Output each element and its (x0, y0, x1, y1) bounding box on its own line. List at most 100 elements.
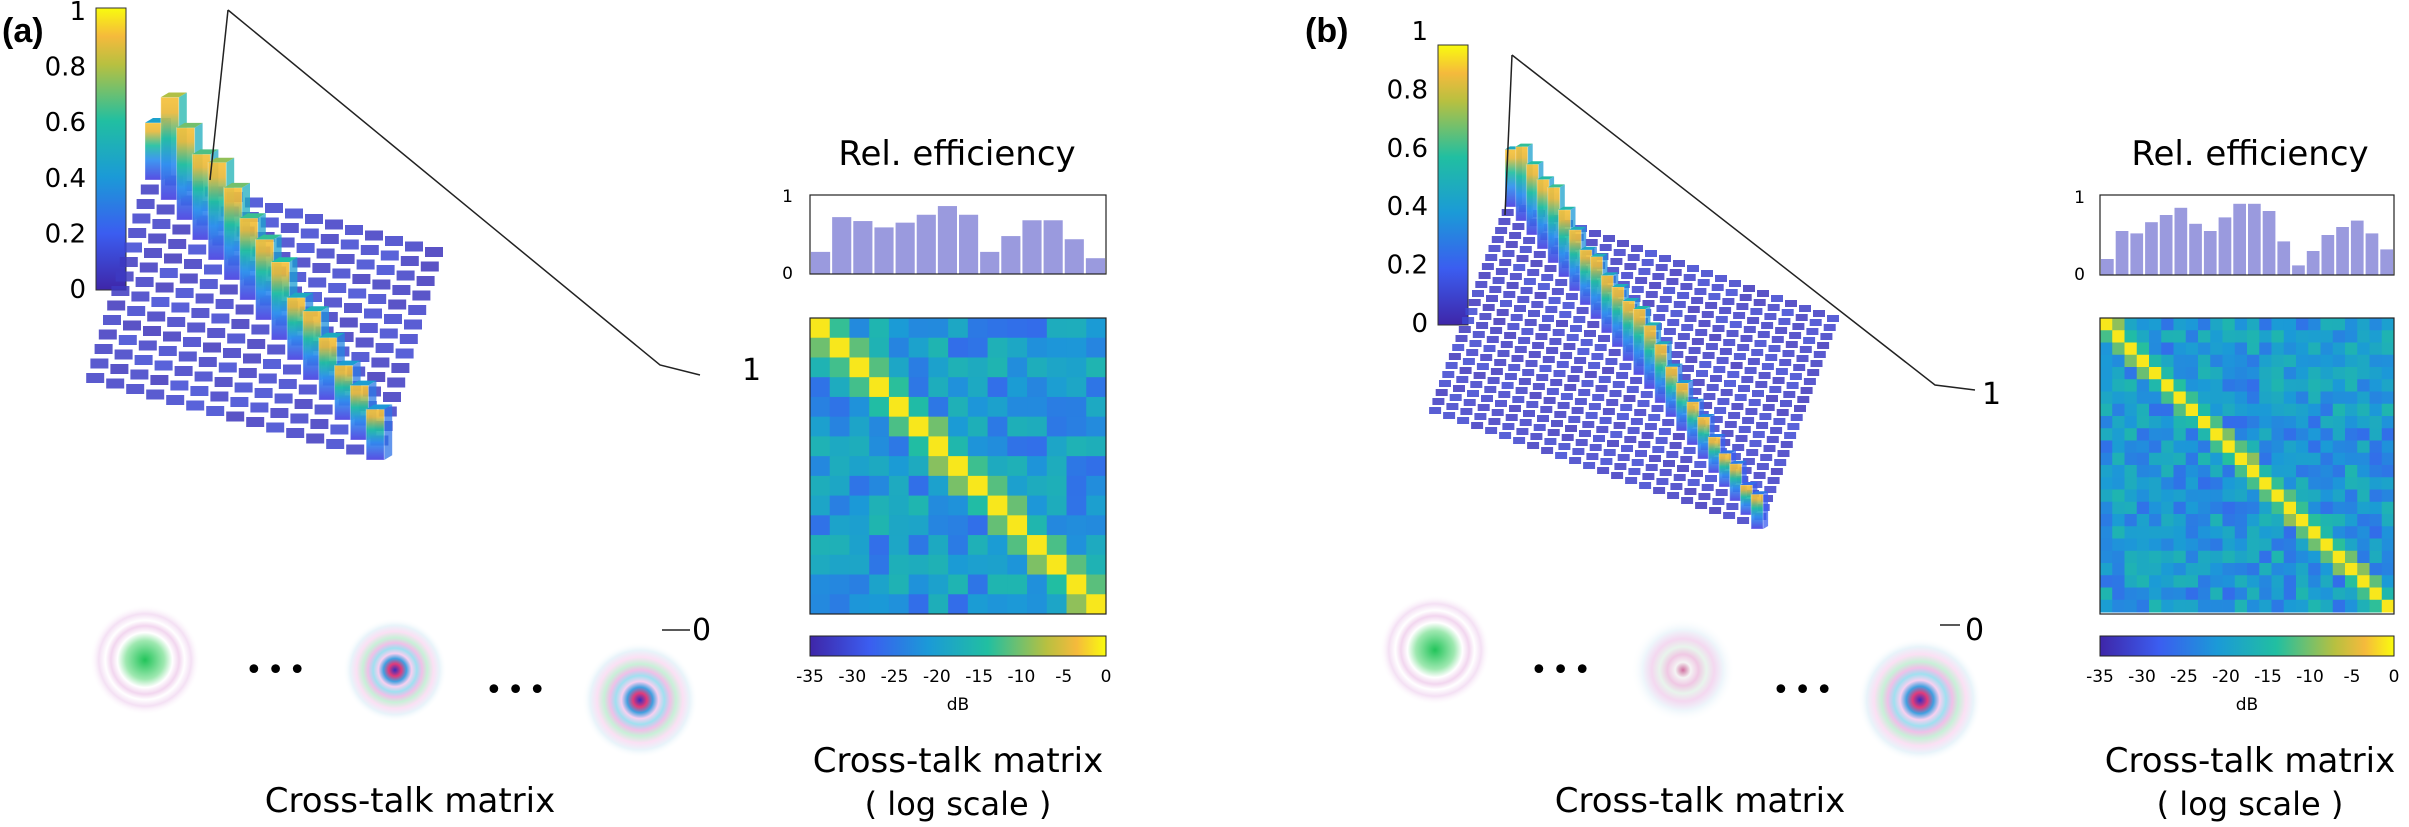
rel-efficiency-frame-b (2099, 194, 2395, 276)
floor-tile-b (1726, 503, 1739, 510)
floor-tile-b (1652, 446, 1665, 453)
log-matrix-cell-b (2112, 416, 2125, 429)
floor-tile-b (1746, 449, 1759, 456)
floor-tile-a (166, 395, 185, 405)
log-matrix-cell-b (2381, 318, 2395, 331)
log-matrix-cell-b (2210, 538, 2223, 552)
floor-tile-b (1588, 362, 1601, 369)
floor-tile-b (1528, 310, 1540, 317)
log-matrix-cell-b (2234, 379, 2248, 392)
log-matrix-cell-a (1046, 416, 1068, 437)
log-matrix-cell-b (2320, 452, 2334, 466)
floor-tile-a (227, 333, 246, 344)
rel-efficiency-bar-b (2306, 251, 2320, 275)
log-matrix-cell-b (2173, 477, 2187, 490)
log-matrix-cell-b (2357, 501, 2370, 515)
log-matrix-cell-b (2259, 379, 2272, 392)
floor-tile-b (1759, 413, 1772, 420)
crosstalk-title-b: Cross-talk matrix (1555, 781, 1845, 821)
floor-tile-a (296, 243, 315, 253)
log-matrix-cell-a (928, 574, 949, 595)
log-matrix-cell-b (2149, 403, 2162, 417)
floor-tile-a (344, 303, 362, 313)
log-matrix-cell-b (2345, 587, 2358, 601)
log-matrix-cell-b (2345, 342, 2358, 356)
log-matrix-cell-a (829, 318, 850, 339)
log-matrix-cell-b (2320, 367, 2334, 380)
log-matrix-cell-b (2100, 403, 2113, 417)
log-matrix-cell-b (2185, 367, 2199, 380)
log-matrix-frame-a (809, 317, 1107, 615)
floor-tile-b (1617, 240, 1629, 247)
bar-side-b (1763, 491, 1769, 529)
log-matrix-cell-b (2271, 575, 2285, 588)
log-matrix-cell-a (967, 475, 989, 497)
floor-tile-b (1432, 398, 1445, 405)
floor-tile-b (1487, 377, 1500, 384)
log-matrix-cell-b (2345, 514, 2358, 527)
floor-tile-b (1575, 439, 1588, 446)
log-matrix-cell-b (2185, 318, 2199, 331)
log-matrix-cell-a (1027, 436, 1048, 457)
log-matrix-cell-b (2357, 403, 2370, 417)
log-matrix-cell-a (1086, 318, 1107, 339)
floor-tile-a (339, 317, 358, 328)
log-matrix-cell-a (1086, 574, 1107, 595)
log-matrix-cell-a (869, 416, 890, 437)
floor-tile-a (219, 284, 238, 295)
log-matrix-cell-b (2149, 526, 2162, 539)
bar-top-a (160, 92, 187, 98)
floor-tile-b (1485, 427, 1498, 434)
bar-top-b (1644, 322, 1662, 326)
floor-tile-b (1478, 272, 1491, 279)
log-matrix-cell-b (2369, 563, 2383, 576)
log-matrix-cell-a (908, 357, 929, 378)
floor-tile-a (245, 197, 263, 208)
log-matrix-cell-b (2222, 587, 2236, 601)
floor-tile-b (1800, 387, 1813, 394)
floor-tile-b (1668, 360, 1680, 367)
log-matrix-cell-b (2185, 330, 2199, 343)
floor-tile-a (375, 343, 394, 353)
colorbar-tick-a-1: 0.2 (45, 219, 86, 249)
floor-tile-b (1621, 272, 1634, 279)
log-matrix-cell-b (2357, 514, 2370, 527)
floor-tile-b (1589, 444, 1602, 451)
floor-tile-a (300, 228, 319, 239)
floor-tile-b (1796, 355, 1809, 362)
log-matrix-cell-b (2234, 403, 2248, 417)
log-matrix-cell-a (1007, 574, 1028, 595)
log-matrix-cell-b (2320, 587, 2334, 601)
floor-tile-a (123, 320, 141, 331)
log-matrix-cell-b (2124, 354, 2138, 368)
floor-tile-b (1504, 373, 1517, 380)
log-matrix-cell-a (829, 535, 850, 556)
floor-tile-b (1648, 414, 1661, 421)
floor-tile-a (146, 389, 165, 400)
floor-tile-b (1784, 432, 1797, 439)
log-matrix-cell-a (928, 515, 949, 536)
log-matrix-cell-b (2112, 550, 2125, 564)
rel-efficiency-ytick-1-a: 1 (782, 187, 793, 207)
log-matrix-cell-a (869, 337, 890, 358)
floor-tile-b (1645, 291, 1658, 298)
log-matrix-cell-b (2222, 330, 2236, 343)
log-matrix-cell-b (2320, 599, 2334, 613)
log-matrix-cell-a (829, 475, 850, 497)
log-matrix-cell-a (888, 456, 910, 477)
floor-tile-a (199, 279, 218, 289)
log-matrix-cell-b (2283, 428, 2297, 441)
floor-tile-b (1587, 321, 1600, 328)
floor-tile-b (1505, 414, 1518, 421)
bar-top-b (1654, 341, 1672, 345)
log-matrix-cell-b (2210, 452, 2223, 466)
log-matrix-cell-a (849, 574, 870, 595)
log-matrix-cell-b (2124, 599, 2138, 613)
floor-tile-b (1435, 389, 1448, 396)
log-matrix-cell-b (2308, 587, 2321, 601)
log-matrix-cell-b (2247, 391, 2260, 405)
log-matrix-cell-b (2381, 489, 2395, 503)
bar-top-b (1601, 272, 1619, 276)
log-matrix-cell-b (2112, 477, 2125, 490)
log-matrix-cell-b (2271, 428, 2285, 441)
